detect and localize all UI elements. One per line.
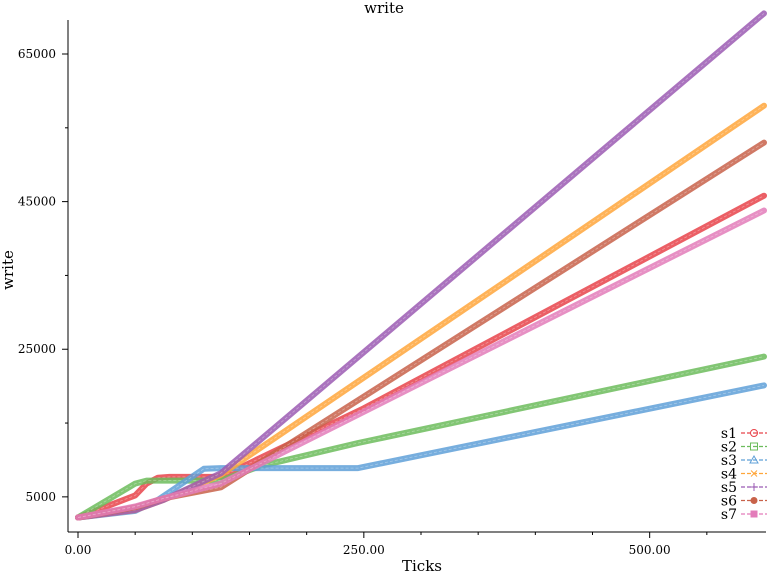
legend-marker	[750, 429, 758, 437]
series-line-s1	[75, 192, 767, 521]
legend-entry-s2: s2	[721, 440, 767, 456]
legend-marker	[749, 454, 759, 464]
x-tick-label: 0.00	[65, 543, 92, 557]
legend-entry-s1: s1	[721, 426, 767, 442]
y-tick-label: 25000	[18, 342, 56, 356]
x-tick-label: 500.00	[629, 543, 671, 557]
legend-label: s4	[721, 467, 737, 483]
y-tick-label: 65000	[18, 47, 56, 61]
chart-title: write	[364, 0, 404, 17]
y-axis-title: write	[0, 250, 17, 290]
legend-entry-s6: s6	[721, 494, 767, 510]
legend-label: s7	[721, 507, 737, 523]
series-line-s6	[75, 139, 767, 521]
legend-label: s6	[721, 494, 737, 510]
legend-label: s2	[721, 440, 737, 456]
series-layer	[75, 10, 767, 521]
legend-label: s1	[721, 426, 737, 442]
legend-marker	[750, 442, 758, 451]
series-line-s7	[75, 207, 767, 521]
series-highlight-s6	[77, 142, 765, 518]
series-highlight-s1	[77, 195, 765, 518]
y-tick-label: 5000	[25, 490, 56, 504]
legend-entry-s3: s3	[721, 453, 767, 469]
x-tick-label: 250.00	[343, 543, 385, 557]
legend-entry-s5: s5	[721, 480, 767, 496]
legend-marker	[750, 497, 758, 504]
axes: 5000 25000 45000 65000 0.00 250.00 500.00	[18, 20, 766, 557]
legend-entry-s4: s4	[721, 467, 767, 483]
legend-marker	[750, 510, 758, 518]
x-axis-title: Ticks	[402, 557, 442, 575]
y-tick-label: 45000	[18, 195, 56, 209]
legend-marker	[750, 470, 758, 477]
series-highlight-s7	[77, 210, 765, 518]
legend-label: s3	[721, 453, 737, 469]
legend-entry-s7: s7	[721, 507, 767, 523]
legend-label: s5	[721, 480, 737, 496]
